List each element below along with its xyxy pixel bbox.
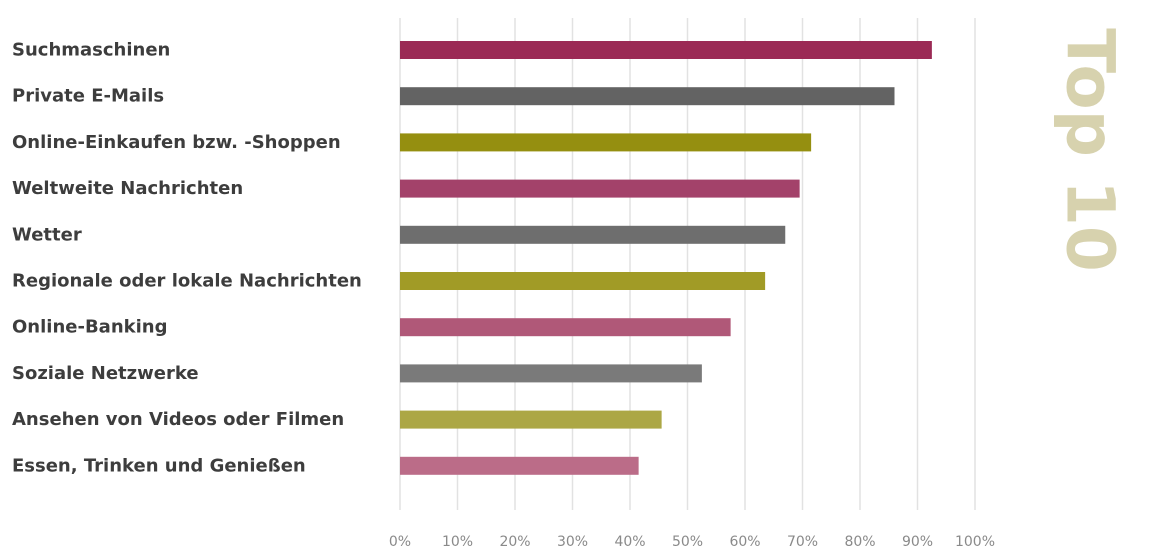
category-label: Weltweite Nachrichten (12, 178, 243, 199)
category-label: Online-Einkaufen bzw. -Shoppen (12, 132, 341, 153)
x-tick-label: 80% (844, 534, 875, 550)
x-tick-label: 40% (614, 534, 645, 550)
bars (400, 41, 932, 475)
bar-6 (400, 272, 766, 290)
x-tick-label: 30% (557, 534, 588, 550)
bar-7 (400, 318, 731, 337)
x-tick-label: 100% (955, 534, 995, 550)
bar-9 (400, 410, 662, 429)
bar-3 (400, 133, 812, 152)
x-tick-label: 90% (902, 534, 933, 550)
category-label: Private E-Mails (12, 86, 164, 107)
category-label: Suchmaschinen (12, 40, 170, 61)
x-tick-label: 50% (672, 534, 703, 550)
category-labels: Suchmaschinen Private E-Mails Online-Einka… (12, 40, 362, 477)
category-label: Regionale oder lokale Nachrichten (12, 271, 362, 292)
x-tick-label: 20% (499, 534, 530, 550)
bar-2 (400, 87, 895, 106)
bar-10 (400, 456, 639, 475)
category-label: Ansehen von Videos oder Filmen (12, 409, 344, 430)
x-tick-label: 70% (787, 534, 818, 550)
bar-1 (400, 41, 932, 59)
category-label: Essen, Trinken und Genießen (12, 455, 306, 476)
bar-4 (400, 179, 800, 198)
x-tick-label: 10% (442, 534, 473, 550)
bar-8 (400, 364, 702, 383)
x-tick-label: 0% (389, 534, 411, 550)
chart-title: Top 10 (1052, 28, 1129, 272)
category-label: Soziale Netzwerke (12, 363, 199, 384)
category-label: Online-Banking (12, 317, 167, 338)
x-axis-ticks: 0% 10% 20% 30% 40% 50% 60% 70% 80% 90% 100% (389, 534, 995, 550)
category-label: Wetter (12, 224, 82, 245)
x-tick-label: 60% (729, 534, 760, 550)
bar-5 (400, 225, 786, 244)
